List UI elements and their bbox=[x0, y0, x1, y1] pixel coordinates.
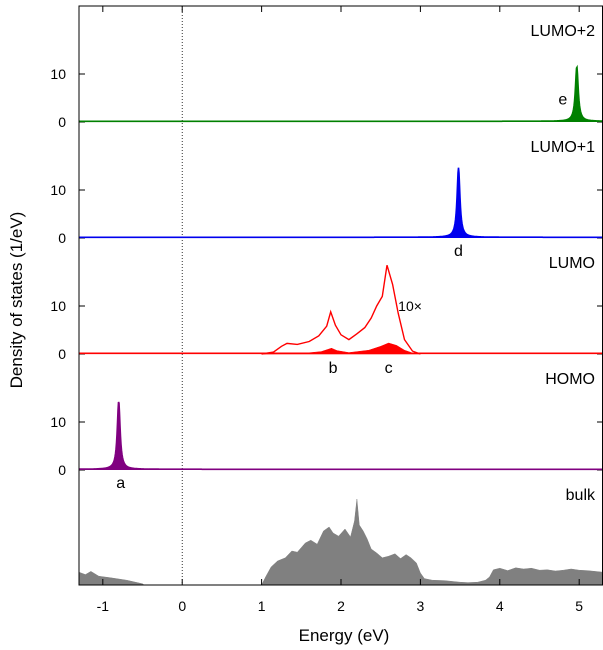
dos-area bbox=[79, 402, 603, 470]
x-tick-label: -1 bbox=[97, 598, 110, 614]
x-tick-label: 5 bbox=[575, 598, 583, 614]
y-tick-label: 0 bbox=[58, 462, 66, 478]
y-tick-label: 0 bbox=[58, 230, 66, 246]
x-tick-label: 2 bbox=[337, 598, 345, 614]
dos-line bbox=[79, 64, 603, 123]
x-tick-label: 4 bbox=[496, 598, 504, 614]
peak-label: b bbox=[329, 360, 338, 377]
y-tick-label: 0 bbox=[58, 114, 66, 130]
dos-area bbox=[79, 167, 603, 238]
bulk-dos-area bbox=[78, 498, 603, 586]
panel-label: LUMO bbox=[549, 255, 595, 272]
plot-frame bbox=[78, 5, 603, 586]
magnification-label: 10× bbox=[398, 298, 422, 314]
peak-label: c bbox=[385, 360, 393, 377]
x-tick-label: 1 bbox=[258, 598, 266, 614]
y-tick-label: 10 bbox=[50, 66, 66, 82]
dos-line bbox=[79, 401, 603, 471]
panel-label: LUMO+1 bbox=[531, 139, 596, 156]
x-axis-label: Energy (eV) bbox=[299, 626, 390, 645]
dos-area bbox=[261, 342, 421, 355]
peak-label: d bbox=[454, 243, 463, 260]
panel-label: bulk bbox=[566, 487, 596, 504]
y-tick-label: 10 bbox=[50, 182, 66, 198]
y-tick-label: 0 bbox=[58, 346, 66, 362]
x-tick-label: 3 bbox=[416, 598, 424, 614]
y-tick-label: 10 bbox=[50, 414, 66, 430]
panel-label: HOMO bbox=[545, 371, 595, 388]
peak-label: e bbox=[558, 92, 567, 109]
panel-label: LUMO+2 bbox=[531, 23, 596, 40]
peak-label: a bbox=[116, 475, 125, 492]
y-tick-label: 10 bbox=[50, 298, 66, 314]
dos-line bbox=[79, 167, 603, 239]
dos-area bbox=[79, 67, 603, 122]
y-axis-label: Density of states (1/eV) bbox=[7, 212, 26, 389]
x-tick-label: 0 bbox=[178, 598, 186, 614]
magnified-dos-line bbox=[261, 265, 421, 355]
